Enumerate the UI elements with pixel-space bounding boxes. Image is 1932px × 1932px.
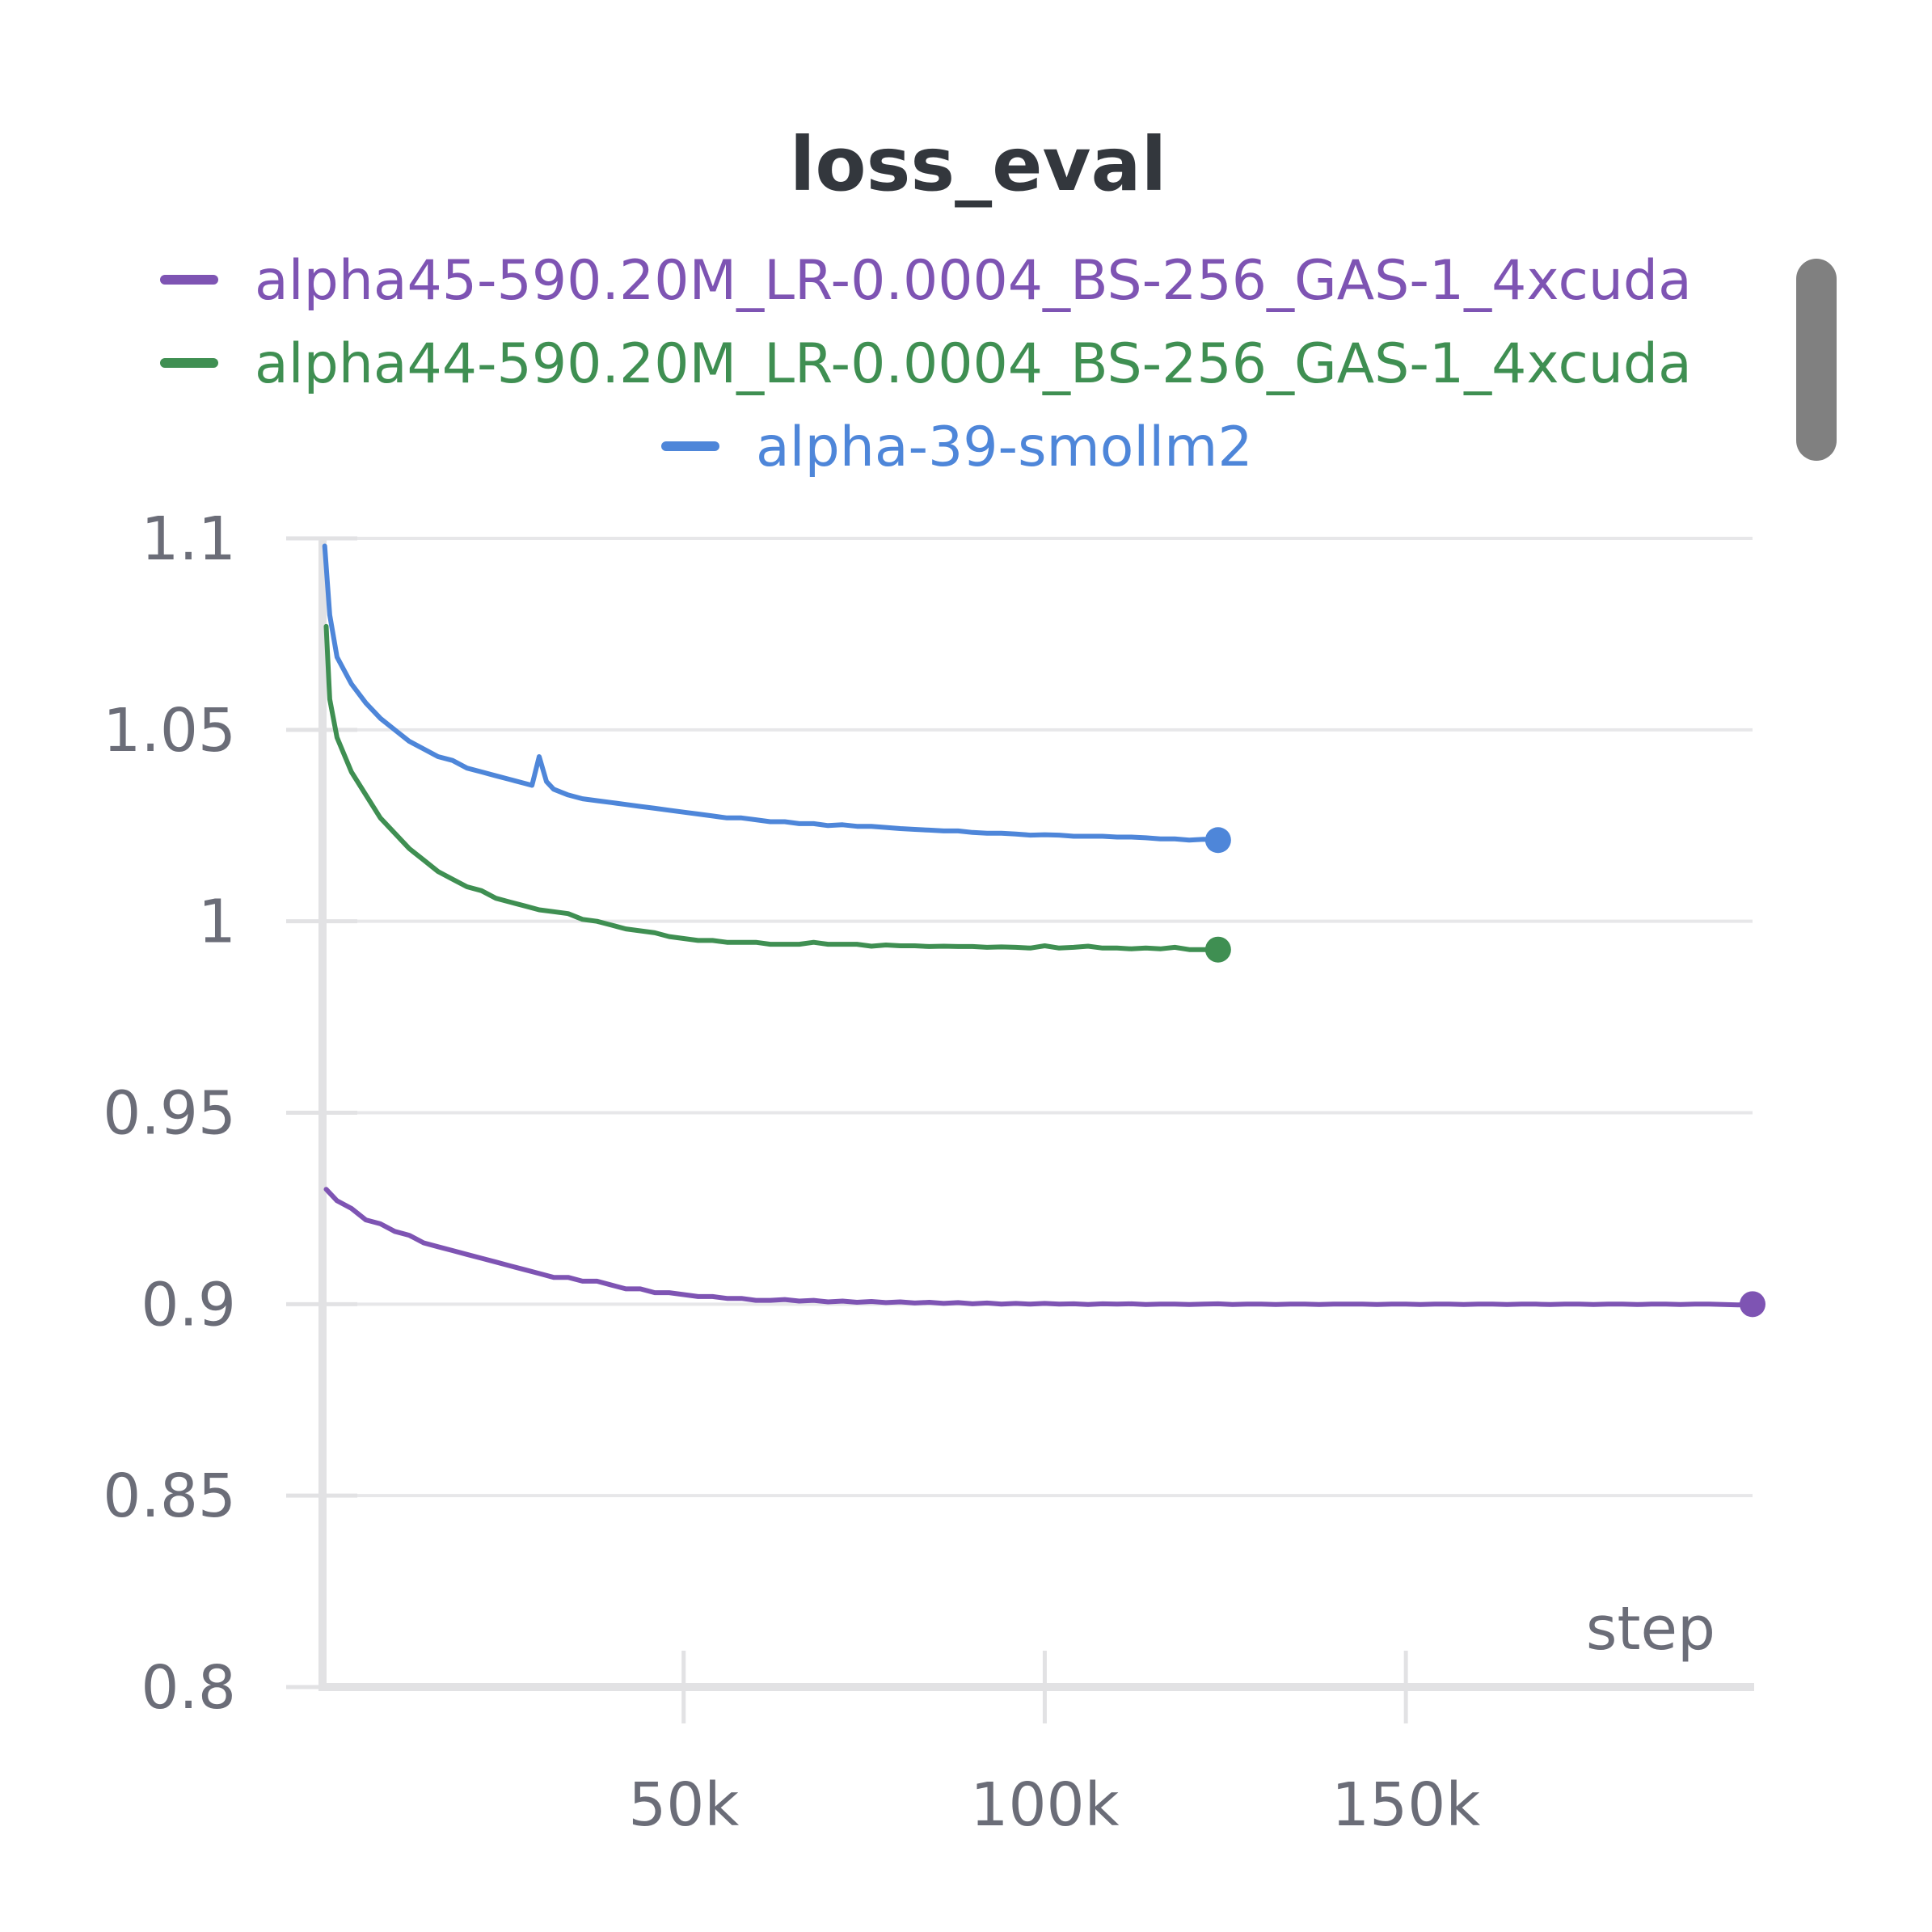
y-tick-label: 1.1 [141, 504, 236, 574]
series-end-marker-alpha44[interactable] [1204, 936, 1231, 963]
y-tick-label: 1 [198, 888, 236, 957]
x-tick-label: 50k [628, 1770, 739, 1840]
gridlines [323, 537, 1753, 1498]
legend-item-alpha39[interactable]: alpha-39-smollm2 [661, 416, 1253, 479]
y-tick-label: 0.95 [103, 1079, 236, 1149]
y-axis-ticks: 0.8 0.85 0.9 0.95 1 1.05 1.1 [103, 504, 357, 1723]
y-tick-label: 0.85 [103, 1462, 236, 1531]
legend-swatch-alpha39 [661, 441, 719, 451]
legend-scrollbar[interactable] [1796, 259, 1837, 461]
legend-item-alpha44[interactable]: alpha44-590.20M_LR-0.0004_BS-256_GAS-1_4… [160, 332, 1692, 396]
legend-label-alpha44: alpha44-590.20M_LR-0.0004_BS-256_GAS-1_4… [255, 332, 1692, 396]
x-tick-label: 100k [970, 1770, 1119, 1840]
legend-swatch-alpha44 [160, 358, 218, 368]
series-line-alpha39[interactable] [322, 543, 1221, 843]
series [322, 543, 1765, 1318]
chart-title: loss_eval [790, 121, 1166, 208]
y-tick-label: 0.8 [141, 1653, 236, 1723]
legend-swatch-alpha45 [160, 275, 218, 285]
y-tick-label: 1.05 [103, 696, 236, 766]
x-tick-label: 150k [1331, 1770, 1480, 1840]
legend-label-alpha39: alpha-39-smollm2 [756, 416, 1253, 479]
legend: alpha45-590.20M_LR-0.0004_BS-256_GAS-1_4… [160, 249, 1692, 479]
series-line-alpha45[interactable] [323, 1187, 1755, 1308]
y-tick-label: 0.9 [141, 1270, 236, 1339]
series-line-alpha44[interactable] [323, 623, 1221, 952]
legend-label-alpha45: alpha45-590.20M_LR-0.0004_BS-256_GAS-1_4… [255, 249, 1692, 313]
series-end-marker-alpha45[interactable] [1740, 1291, 1765, 1318]
x-axis-title: step [1586, 1594, 1715, 1664]
legend-item-alpha45[interactable]: alpha45-590.20M_LR-0.0004_BS-256_GAS-1_4… [160, 249, 1692, 313]
x-axis-ticks: 50k 100k 150k [628, 1651, 1480, 1840]
series-end-marker-alpha39[interactable] [1204, 827, 1231, 854]
